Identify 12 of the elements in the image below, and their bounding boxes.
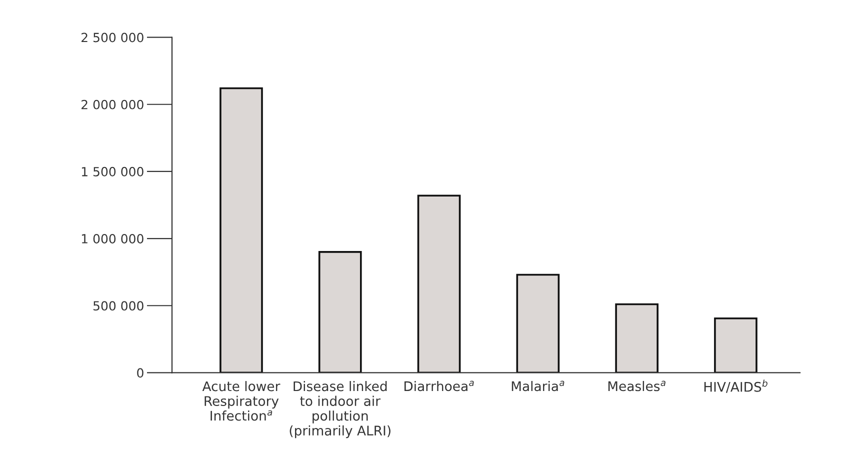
y-tick-label: 0 bbox=[137, 368, 144, 378]
y-tick-label: 2 000 000 bbox=[82, 100, 144, 110]
y-tick-label: 1 000 000 bbox=[82, 234, 144, 244]
x-tick-label: Malaria$^{a}$ bbox=[512, 380, 564, 392]
x-tick-label: Measles$^{a}$ bbox=[608, 380, 666, 392]
y-tick-label: 2 500 000 bbox=[82, 32, 144, 42]
x-tick-label: Disease linked to indoor air pollution (primarily ALRI) bbox=[290, 381, 390, 438]
x-tick-label: HIV/AIDS$^{b}$ bbox=[704, 380, 768, 393]
y-tick-label: 500 000 bbox=[93, 301, 144, 311]
y-tick-label: 1 500 000 bbox=[82, 166, 144, 176]
x-tick-label: Acute lower Respiratory Infection$^{a}$ bbox=[202, 381, 280, 421]
x-tick-label: Diarrhoea$^{a}$ bbox=[404, 380, 474, 392]
